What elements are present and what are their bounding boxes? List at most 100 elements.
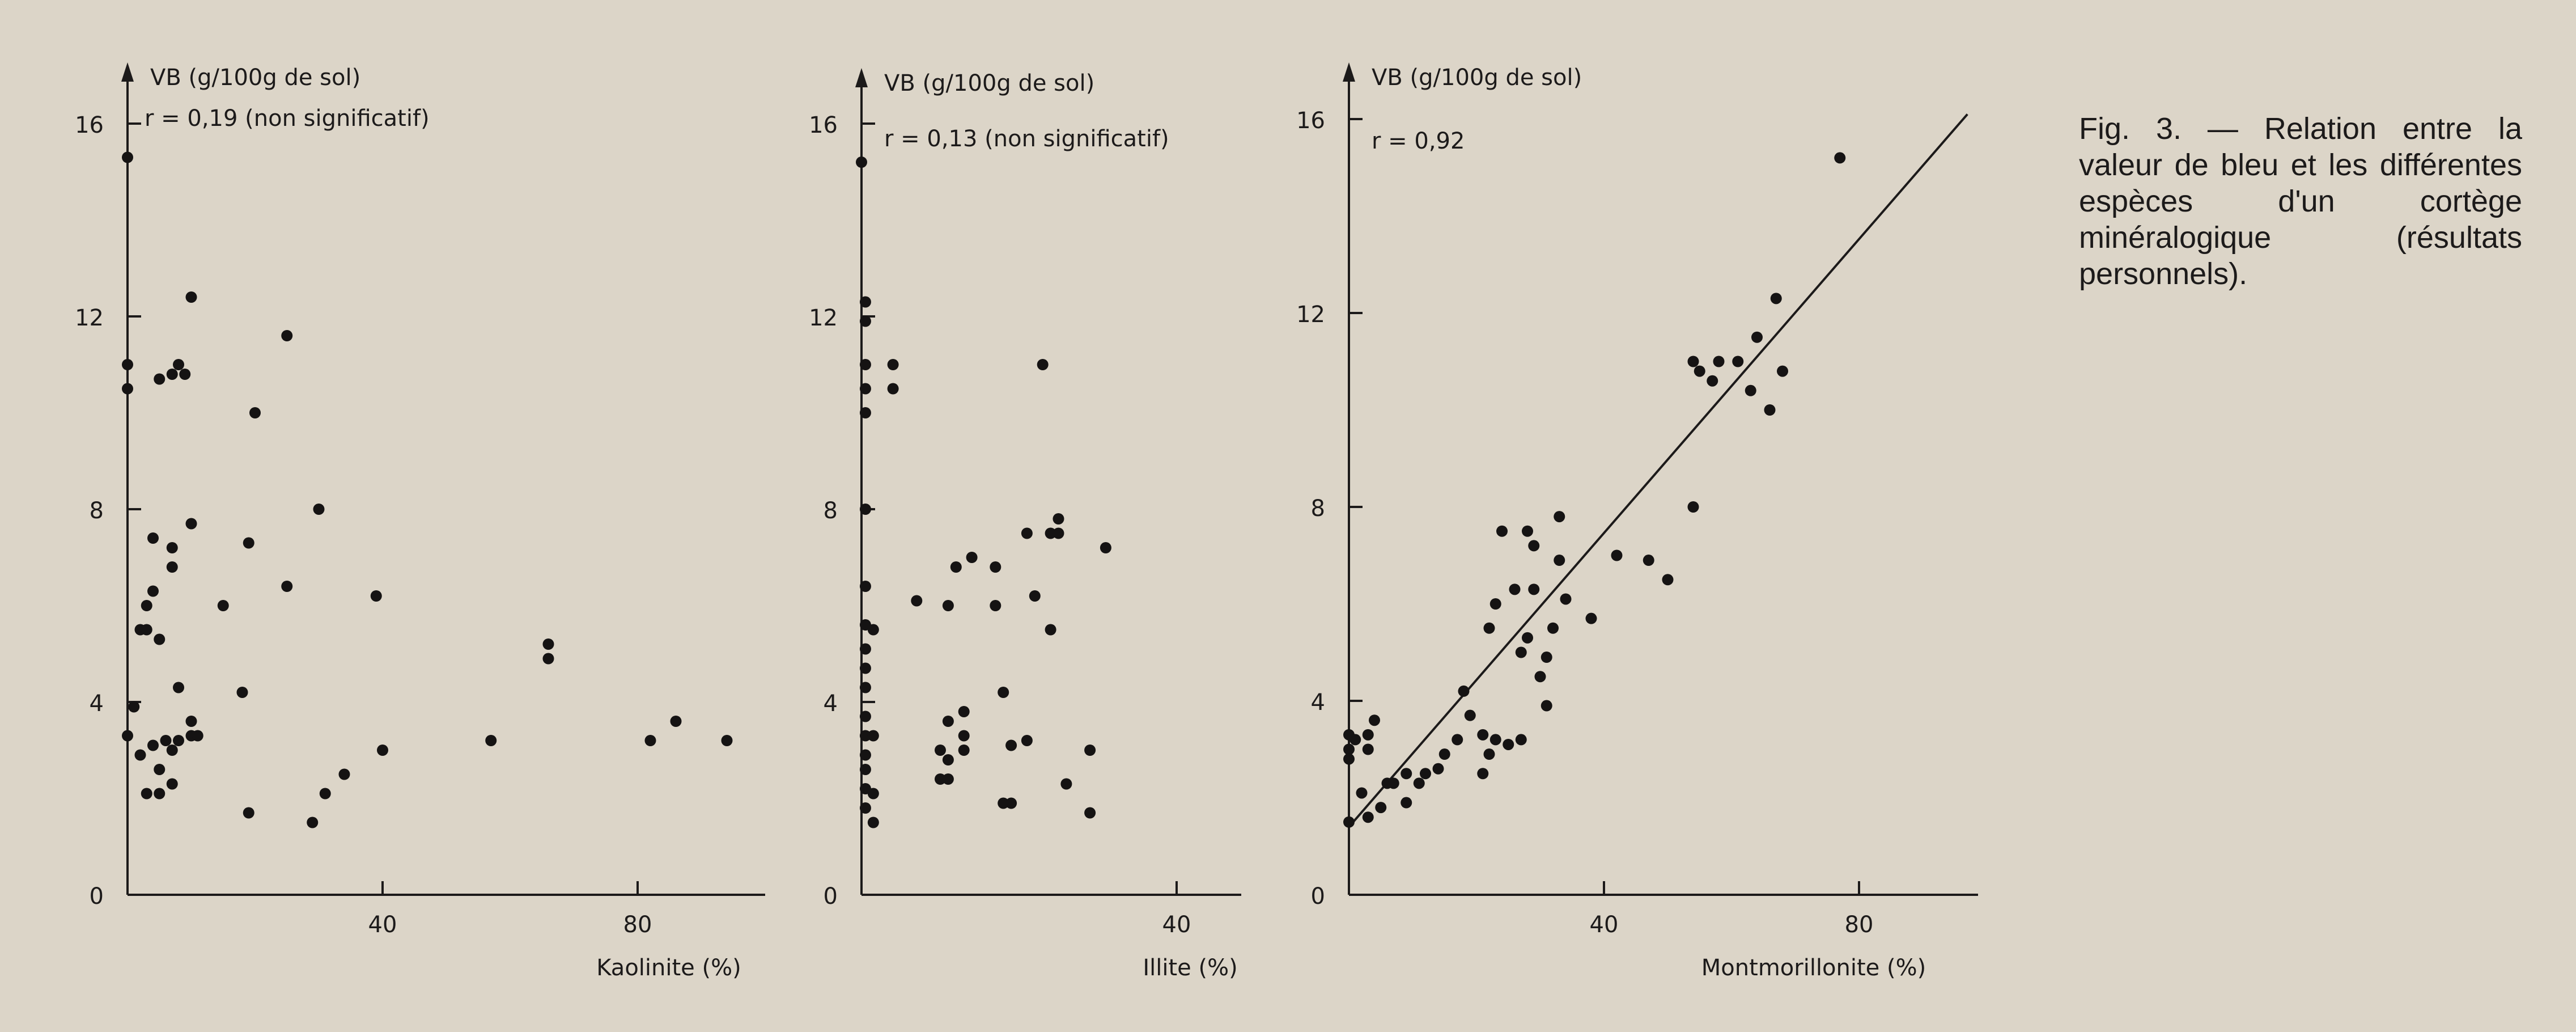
data-point — [160, 735, 172, 746]
data-point — [122, 151, 133, 163]
data-point — [542, 653, 554, 665]
data-point — [1687, 356, 1699, 367]
data-point — [1483, 748, 1495, 760]
data-point — [1713, 356, 1725, 367]
y-axis-label: VB (g/100g de sol) — [150, 65, 360, 91]
data-point — [243, 807, 254, 819]
data-point — [122, 359, 133, 370]
data-point — [249, 407, 261, 418]
data-point — [1489, 734, 1501, 746]
data-point — [1770, 293, 1782, 304]
data-point — [935, 773, 946, 785]
data-point — [1356, 787, 1368, 799]
data-point — [1777, 365, 1788, 377]
data-point — [644, 735, 656, 746]
x-tick-label: 80 — [623, 912, 652, 938]
data-point — [1534, 671, 1546, 683]
data-point — [1021, 735, 1033, 746]
data-point — [1643, 555, 1654, 566]
data-point — [128, 701, 140, 713]
data-point — [859, 581, 871, 592]
data-point — [958, 745, 970, 756]
y-tick-label: 16 — [75, 112, 104, 138]
data-point — [867, 788, 879, 800]
data-point — [313, 504, 325, 515]
data-point — [1005, 739, 1017, 751]
data-point — [1687, 501, 1699, 513]
y-tick-label: 12 — [75, 305, 104, 331]
data-point — [859, 296, 871, 308]
data-point — [1764, 404, 1776, 416]
data-point — [990, 561, 1001, 573]
data-point — [141, 600, 152, 611]
data-point — [1369, 714, 1380, 726]
data-point — [1528, 540, 1540, 552]
data-point — [141, 788, 152, 800]
x-tick-label: 40 — [1162, 912, 1191, 938]
data-point — [1452, 734, 1463, 746]
data-point — [281, 330, 293, 341]
data-point — [1554, 511, 1565, 523]
regression-line — [1348, 113, 1968, 828]
x-axis-label: Illite (%) — [1143, 955, 1237, 981]
data-point — [859, 383, 871, 395]
data-point — [950, 561, 962, 573]
data-point — [134, 749, 146, 761]
data-point — [1053, 513, 1064, 525]
data-point — [1515, 734, 1527, 746]
data-point — [1834, 152, 1846, 164]
y-axis-arrow — [855, 68, 868, 87]
data-point — [859, 662, 871, 674]
data-point — [217, 600, 229, 611]
data-point — [166, 778, 178, 790]
data-point — [1611, 549, 1623, 561]
data-point — [147, 585, 159, 597]
data-point — [1084, 745, 1096, 756]
data-point — [147, 532, 159, 544]
data-point — [998, 687, 1009, 698]
y-tick-label: 8 — [824, 498, 838, 524]
data-point — [1343, 816, 1355, 828]
data-point — [1503, 738, 1514, 750]
data-point — [867, 817, 879, 828]
data-point — [990, 600, 1001, 611]
data-point — [307, 817, 319, 828]
y-tick-label: 0 — [1311, 883, 1325, 910]
data-point — [1060, 778, 1072, 790]
data-point — [887, 359, 899, 370]
data-point — [1387, 777, 1399, 789]
data-point — [166, 542, 178, 553]
figure-caption: Fig. 3. — Relation entre la valeur de bl… — [2079, 112, 2522, 291]
correlation-annotation: r = 0,13 (non significatif) — [884, 126, 1169, 152]
data-point — [1554, 555, 1565, 566]
data-point — [1021, 527, 1033, 539]
y-tick-label: 4 — [90, 691, 104, 717]
y-tick-label: 0 — [90, 883, 104, 910]
x-tick-label: 40 — [368, 912, 397, 938]
y-tick-label: 4 — [824, 691, 838, 717]
data-point — [154, 633, 165, 645]
data-point — [485, 735, 497, 746]
y-tick-label: 4 — [1311, 690, 1325, 716]
data-point — [122, 730, 133, 742]
data-point — [141, 624, 152, 636]
data-point — [185, 716, 197, 727]
data-point — [998, 797, 1009, 809]
y-axis-arrow — [1343, 62, 1355, 82]
data-point — [1585, 612, 1597, 624]
data-point — [122, 383, 133, 395]
data-point — [1343, 753, 1355, 765]
data-point — [1362, 743, 1374, 755]
data-point — [192, 730, 203, 742]
data-point — [721, 735, 733, 746]
data-point — [1045, 624, 1056, 636]
data-point — [867, 624, 879, 636]
data-point — [1662, 574, 1674, 586]
data-point — [243, 537, 254, 549]
y-tick-label: 12 — [809, 305, 838, 331]
data-point — [859, 802, 871, 814]
data-point — [1362, 729, 1374, 741]
data-point — [958, 706, 970, 717]
data-point — [1053, 527, 1064, 539]
data-point — [1477, 729, 1489, 741]
